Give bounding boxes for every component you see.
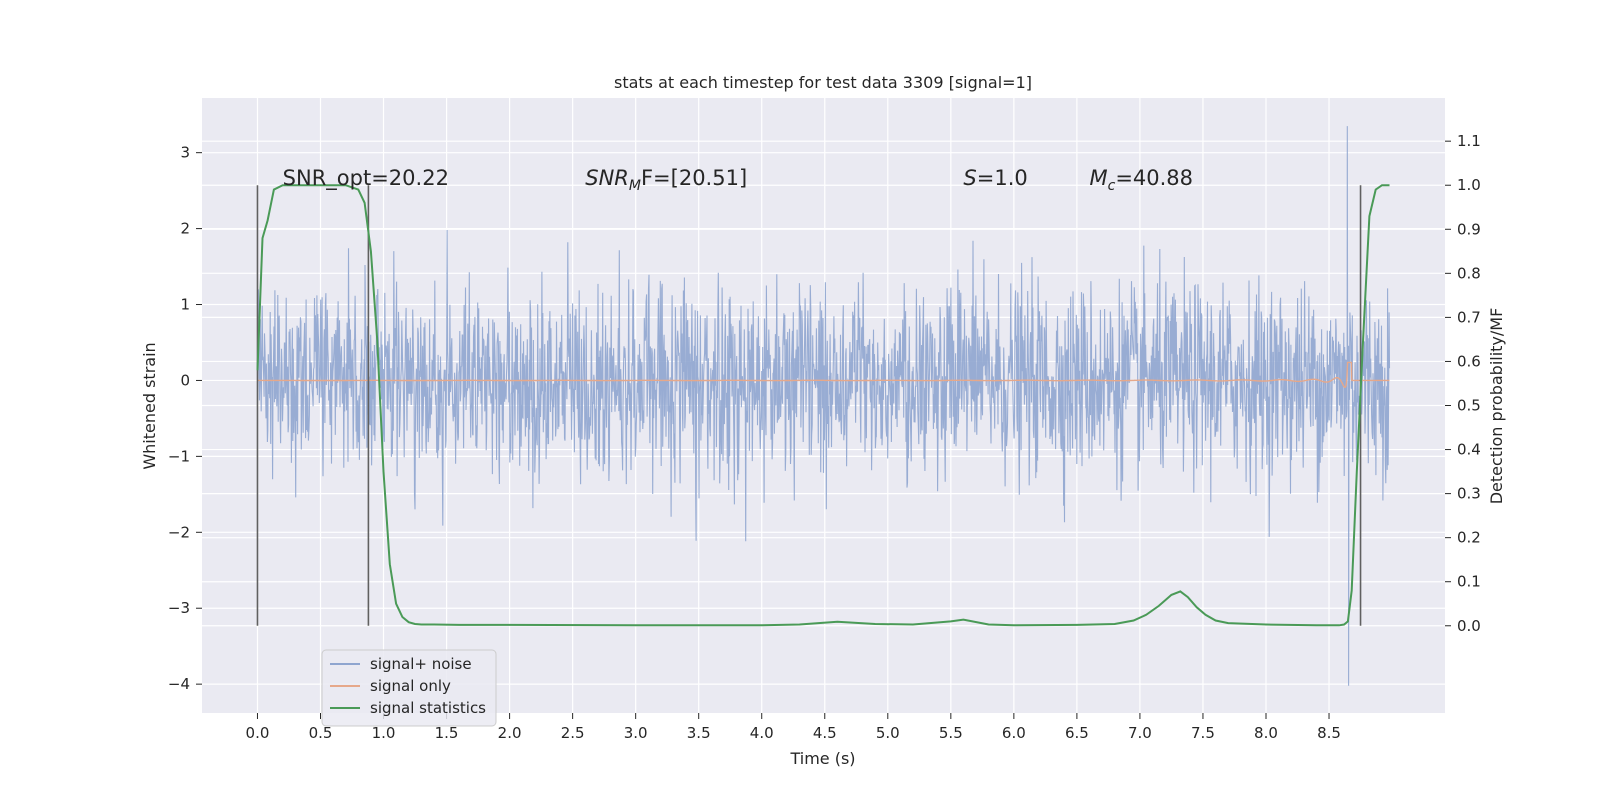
y-right-tick-label: 0.3 (1457, 485, 1481, 503)
y-tick-label: −3 (168, 599, 190, 617)
y-right-tick-label: 0.5 (1457, 397, 1481, 415)
x-tick-label: 6.5 (1065, 724, 1089, 742)
y-right-tick-label: 0.0 (1457, 617, 1481, 635)
y-tick-label: 1 (180, 296, 190, 314)
x-tick-label: 2.0 (498, 724, 522, 742)
x-axis-label: Time (s) (789, 749, 855, 768)
legend-label-signal-statistics: signal statistics (370, 699, 486, 717)
y-tick-label: −1 (168, 447, 190, 465)
y-right-tick-label: 0.9 (1457, 220, 1481, 238)
annotation-s-main: S (963, 166, 976, 190)
legend-label-signal-only: signal only (370, 677, 451, 695)
x-tick-label: 1.5 (435, 724, 459, 742)
y-tick-label: −4 (168, 675, 190, 693)
annotation-mc-main: M (1089, 166, 1107, 190)
annotations: SNR_opt=20.22 SNRMF=[20.51] S=1.0 Mc=40.… (283, 166, 1193, 194)
y-right-axis-label: Detection probability/MF (1487, 308, 1506, 505)
x-tick-label: 7.0 (1128, 724, 1152, 742)
series-signal-statistics (256, 184, 1390, 627)
probability-line (256, 184, 1390, 627)
x-tick-label: 0.0 (246, 724, 270, 742)
y-tick-label: 2 (180, 220, 190, 238)
y-right-tick-label: 0.1 (1457, 573, 1481, 591)
x-tick-label: 5.0 (876, 724, 900, 742)
y-tick-label: 0 (180, 371, 190, 389)
x-tick-label: 3.0 (624, 724, 648, 742)
y-tick-label: 3 (180, 144, 190, 162)
axis-ticks: 0.0 0.5 1.0 1.5 2.0 2.5 3.0 3.5 4.0 4.5 5.0 5.5 6.0 6… (168, 132, 1481, 742)
series-signal-plus-noise (256, 126, 1391, 686)
x-tick-label: 4.5 (813, 724, 837, 742)
x-tick-label: 6.0 (1002, 724, 1026, 742)
x-tick-label: 8.5 (1317, 724, 1341, 742)
x-tick-label: 7.5 (1191, 724, 1215, 742)
annotation-snr-mf-main: SNR (585, 166, 629, 190)
x-tick-label: 5.5 (939, 724, 963, 742)
x-tick-label: 1.0 (372, 724, 396, 742)
y-right-tick-label: 1.0 (1457, 176, 1481, 194)
y-axis-label: Whitened strain (140, 342, 159, 469)
legend-label-signal-plus-noise: signal+ noise (370, 655, 472, 673)
x-tick-label: 0.5 (309, 724, 333, 742)
annotation-snr-opt-text: SNR_opt=20.22 (283, 166, 449, 191)
chart-title: stats at each timestep for test data 330… (614, 73, 1032, 92)
y-right-tick-label: 0.2 (1457, 529, 1481, 547)
y-tick-label: −2 (168, 523, 190, 541)
y-right-tick-label: 0.4 (1457, 441, 1481, 459)
annotation-mc-rest: =40.88 (1115, 166, 1193, 190)
annotation-s-rest: =1.0 (977, 166, 1028, 190)
series-signal-only (257, 361, 1390, 389)
chirp-line (257, 361, 1390, 389)
annotation-snr-mf-sub: M (629, 178, 641, 194)
y-right-tick-label: 0.8 (1457, 264, 1481, 282)
y-right-tick-label: 1.1 (1457, 132, 1481, 150)
x-tick-label: 3.5 (687, 724, 711, 742)
annotation-snr-mf-rest: F=[20.51] (641, 166, 747, 190)
legend-box (321, 649, 497, 727)
legend: signal+ noise signal only signal statist… (321, 649, 497, 727)
x-tick-label: 4.0 (750, 724, 774, 742)
annotation-mc: Mc=40.88 (1089, 166, 1193, 194)
y-right-tick-label: 0.6 (1457, 352, 1481, 370)
y-right-tick-label: 0.7 (1457, 308, 1481, 326)
annotation-snr-mf: SNRMF=[20.51] (585, 166, 747, 194)
annotation-mc-sub: c (1108, 178, 1116, 194)
x-tick-label: 8.0 (1254, 724, 1278, 742)
noise-line (256, 126, 1391, 686)
x-tick-label: 2.5 (561, 724, 585, 742)
annotation-s: S=1.0 (963, 166, 1027, 190)
annotation-snr-opt: SNR_opt=20.22 (283, 166, 449, 191)
